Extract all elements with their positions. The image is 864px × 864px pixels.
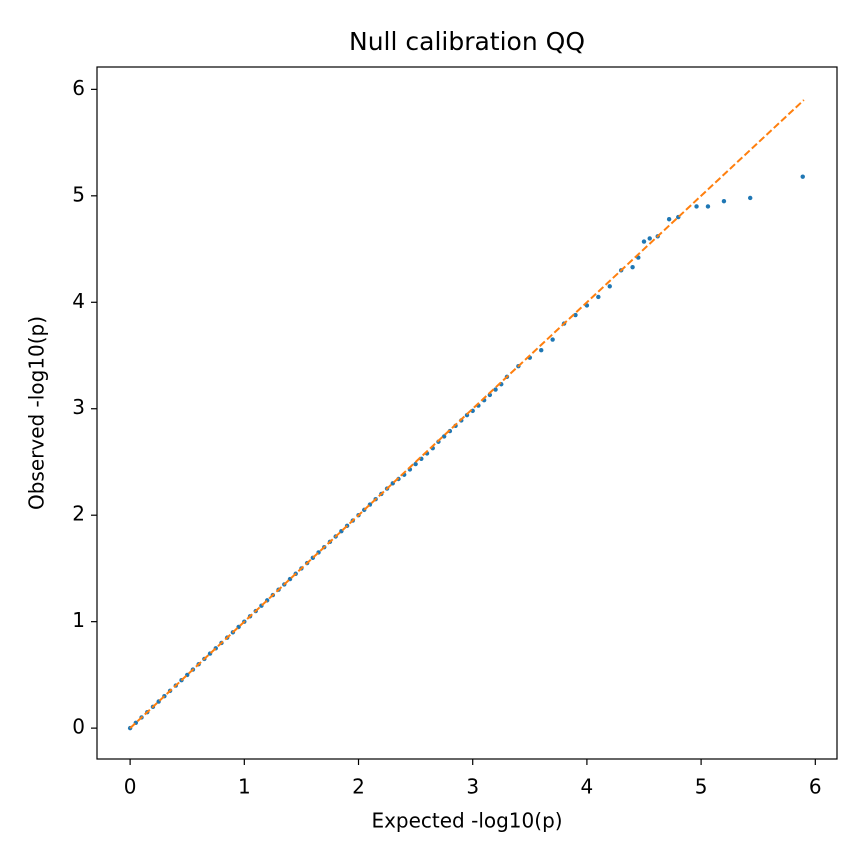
y-tick-label: 3: [72, 395, 85, 419]
x-tick-label: 6: [809, 775, 822, 799]
point: [694, 204, 699, 209]
point: [630, 264, 635, 270]
y-tick-label: 0: [72, 715, 85, 739]
x-tick-label: 2: [352, 775, 365, 799]
point: [550, 337, 555, 342]
y-tick-label: 4: [72, 289, 85, 313]
point: [607, 284, 612, 289]
y-tick-label: 5: [72, 182, 85, 206]
point: [705, 204, 711, 209]
point: [641, 239, 647, 244]
point: [647, 236, 652, 241]
y-tick-label: 2: [72, 502, 85, 526]
y-axis-label: Observed -log10(p): [25, 316, 49, 510]
x-axis-label: Expected -log10(p): [371, 809, 562, 833]
point: [539, 347, 544, 353]
plot-frame: [96, 66, 838, 760]
point: [413, 461, 418, 467]
x-tick-label: 0: [124, 775, 137, 799]
x-tick-label: 5: [695, 775, 708, 799]
reference-line: [129, 99, 805, 729]
y-tick-label: 1: [72, 608, 85, 632]
x-tick-label: 1: [238, 775, 251, 799]
point: [748, 195, 753, 201]
x-tick-label: 4: [581, 775, 594, 799]
point: [721, 198, 727, 204]
point: [800, 174, 805, 179]
point: [666, 217, 672, 222]
point: [573, 312, 578, 318]
point: [493, 387, 498, 392]
point: [596, 294, 601, 300]
x-tick-label: 3: [466, 775, 479, 799]
y-tick-label: 6: [72, 76, 85, 100]
chart-title: Null calibration QQ: [349, 27, 585, 56]
